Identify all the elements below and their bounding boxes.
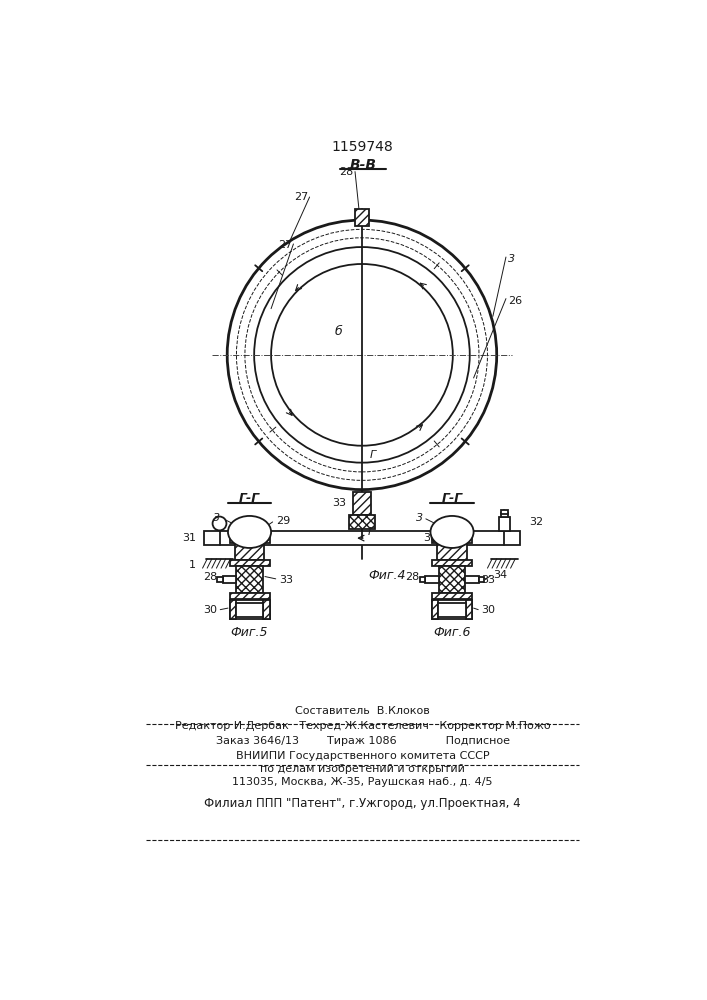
Bar [420, 577, 425, 582]
Bar [230, 535, 269, 543]
Bar [432, 600, 472, 619]
Bar [217, 577, 223, 582]
Bar [349, 515, 375, 529]
Text: Фиг.5: Фиг.5 [230, 626, 268, 639]
Text: 34: 34 [493, 570, 508, 580]
Text: 29: 29 [276, 516, 291, 526]
Text: Г: Г [368, 527, 375, 537]
Bar [223, 576, 236, 583]
Text: 27: 27 [294, 192, 308, 202]
Ellipse shape [431, 516, 474, 548]
Text: 3: 3 [416, 513, 423, 523]
Bar [425, 576, 439, 583]
Bar [230, 560, 269, 566]
Text: 28: 28 [405, 572, 420, 582]
Text: Филиал ППП "Патент", г.Ужгород, ул.Проектная, 4: Филиал ППП "Патент", г.Ужгород, ул.Проек… [204, 797, 521, 810]
Bar [355, 209, 369, 226]
Circle shape [271, 264, 452, 446]
Bar [230, 600, 235, 619]
Text: 30: 30 [423, 533, 438, 543]
Bar [501, 510, 508, 514]
Circle shape [213, 517, 226, 530]
Text: 28: 28 [203, 572, 217, 582]
Bar [479, 577, 484, 582]
Bar [501, 513, 508, 517]
Text: по делам изобретений и открытий: по делам изобретений и открытий [260, 764, 465, 774]
Text: 113035, Москва, Ж-35, Раушская наб., д. 4/5: 113035, Москва, Ж-35, Раушская наб., д. … [233, 777, 493, 787]
Circle shape [227, 220, 497, 490]
Text: Составитель  В.Клоков: Составитель В.Клоков [296, 706, 430, 716]
Text: 3: 3 [213, 513, 221, 523]
Bar [235, 543, 264, 560]
Text: 28: 28 [339, 167, 354, 177]
Text: 33: 33 [279, 575, 293, 585]
Text: Г: Г [370, 450, 376, 460]
Text: б: б [335, 325, 343, 338]
Circle shape [254, 247, 469, 463]
Text: Редактор И.Дербак   Техред Ж.Кастелевич   Корректор М.Пожо: Редактор И.Дербак Техред Ж.Кастелевич Ко… [175, 721, 551, 731]
Text: 30: 30 [203, 605, 217, 615]
Text: Г-Г: Г-Г [239, 492, 260, 505]
Bar [230, 593, 269, 599]
Text: Г-Г: Г-Г [441, 492, 462, 505]
Text: 31: 31 [182, 533, 197, 543]
Bar [438, 543, 467, 560]
Text: 32: 32 [529, 517, 543, 527]
Text: 1: 1 [189, 560, 196, 570]
Text: 30: 30 [481, 605, 496, 615]
Text: Заказ 3646/13        Тираж 1086              Подписное: Заказ 3646/13 Тираж 1086 Подписное [216, 736, 510, 746]
Text: 1159748: 1159748 [332, 140, 394, 154]
Bar [439, 566, 465, 593]
Bar [353, 492, 371, 515]
Bar [236, 566, 262, 593]
Text: 26: 26 [508, 296, 522, 306]
Text: 33: 33 [332, 498, 346, 508]
Bar [438, 603, 466, 617]
Bar [432, 535, 472, 543]
Bar [466, 600, 472, 619]
Text: 3: 3 [508, 254, 515, 264]
Bar [465, 576, 479, 583]
Text: 33: 33 [481, 575, 496, 585]
Bar [432, 560, 472, 566]
Text: Фиг.4: Фиг.4 [368, 569, 406, 582]
Bar [432, 600, 438, 619]
Bar [204, 531, 520, 545]
Text: Фиг.6: Фиг.6 [433, 626, 471, 639]
Bar [230, 600, 269, 619]
Bar [499, 517, 510, 531]
Bar [432, 593, 472, 599]
Text: ВНИИПИ Государственного комитета СССР: ВНИИПИ Государственного комитета СССР [236, 751, 489, 761]
Text: В-В: В-В [349, 158, 376, 172]
Bar [264, 600, 269, 619]
Ellipse shape [228, 516, 271, 548]
Bar [235, 603, 264, 617]
Text: 27: 27 [278, 240, 292, 250]
